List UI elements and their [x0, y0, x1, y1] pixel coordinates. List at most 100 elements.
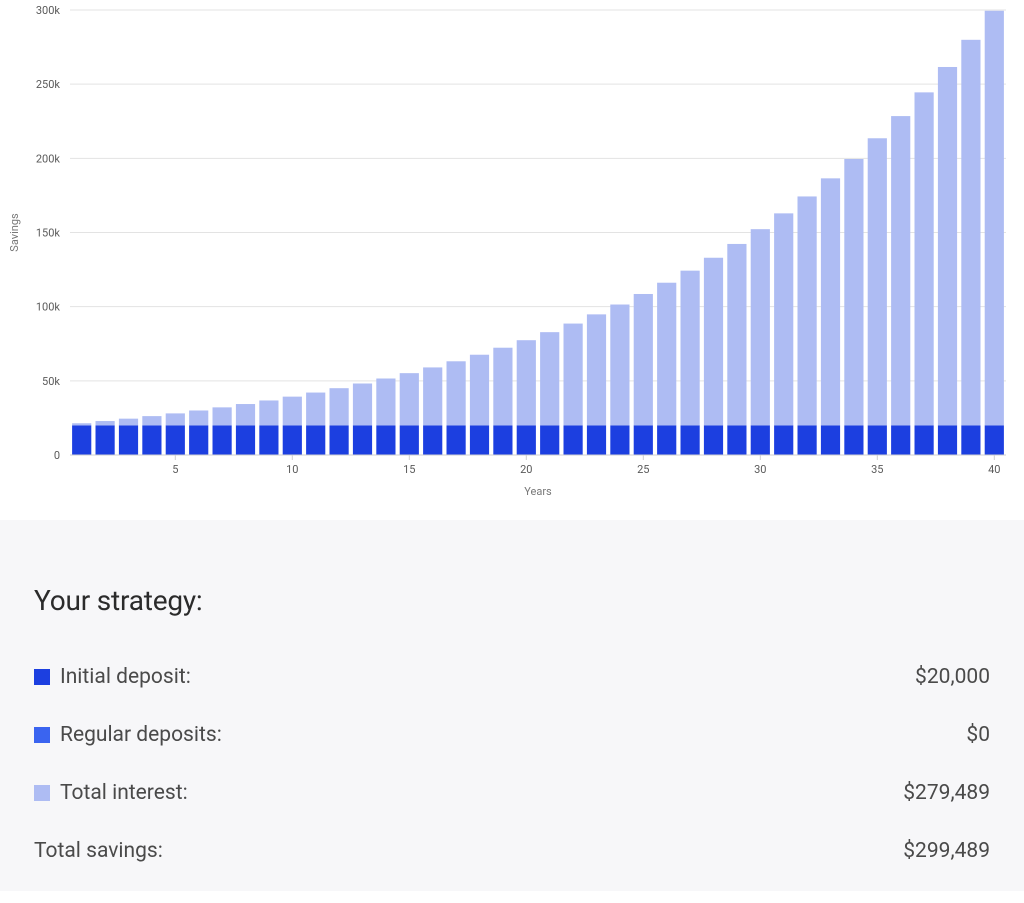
- bar-initial-deposit: [96, 425, 115, 455]
- x-tick-label: 15: [403, 463, 415, 476]
- strategy-row-initial: Initial deposit: $20,000: [34, 665, 990, 689]
- x-axis-title: Years: [524, 485, 552, 498]
- bar-interest: [213, 407, 232, 425]
- bar-interest: [634, 294, 653, 425]
- bar-initial-deposit: [868, 425, 887, 455]
- bar-interest: [985, 11, 1004, 426]
- bar-interest: [470, 355, 489, 426]
- strategy-row-left: Initial deposit:: [34, 665, 191, 689]
- bar-interest: [259, 400, 278, 425]
- y-tick-label: 300k: [36, 4, 61, 17]
- bar-interest: [844, 159, 863, 425]
- bar-initial-deposit: [587, 425, 606, 455]
- bar-interest: [96, 421, 115, 425]
- x-tick-label: 30: [754, 463, 766, 476]
- bar-interest: [283, 397, 302, 426]
- bar-initial-deposit: [517, 425, 536, 455]
- bar-initial-deposit: [564, 425, 583, 455]
- bar-initial-deposit: [306, 425, 325, 455]
- strategy-panel: Your strategy: Initial deposit: $20,000 Re…: [0, 520, 1024, 891]
- bar-initial-deposit: [376, 425, 395, 455]
- strategy-row-regular: Regular deposits: $0: [34, 723, 990, 747]
- bar-initial-deposit: [447, 425, 466, 455]
- bar-initial-deposit: [704, 425, 723, 455]
- bar-initial-deposit: [213, 425, 232, 455]
- bar-interest: [798, 196, 817, 425]
- bar-initial-deposit: [330, 425, 349, 455]
- bar-interest: [517, 340, 536, 425]
- bar-initial-deposit: [821, 425, 840, 455]
- strategy-rows: Initial deposit: $20,000 Regular deposits:…: [34, 665, 990, 863]
- bar-interest: [821, 178, 840, 425]
- y-axis-title: Savings: [8, 213, 21, 252]
- x-tick-label: 40: [988, 463, 1000, 476]
- bar-interest: [353, 384, 372, 426]
- y-tick-label: 0: [54, 449, 60, 462]
- bar-interest: [657, 283, 676, 426]
- bar-initial-deposit: [985, 425, 1004, 455]
- bar-initial-deposit: [470, 425, 489, 455]
- y-tick-label: 200k: [36, 152, 61, 165]
- strategy-label-interest: Total interest:: [60, 781, 188, 805]
- strategy-label-total: Total savings:: [34, 839, 163, 863]
- bar-interest: [166, 413, 185, 425]
- bar-initial-deposit: [236, 425, 255, 455]
- bar-interest: [447, 361, 466, 425]
- bar-initial-deposit: [798, 425, 817, 455]
- bar-initial-deposit: [283, 425, 302, 455]
- bar-initial-deposit: [400, 425, 419, 455]
- bar-interest: [400, 373, 419, 425]
- strategy-label-regular: Regular deposits:: [60, 723, 222, 747]
- bar-interest: [938, 67, 957, 425]
- bar-interest: [189, 410, 208, 425]
- bar-initial-deposit: [727, 425, 746, 455]
- strategy-value-total: $299,489: [903, 839, 990, 863]
- bar-initial-deposit: [915, 425, 934, 455]
- savings-chart-panel: 050k100k150k200k250k300k510152025303540Y…: [0, 0, 1024, 520]
- bar-initial-deposit: [844, 425, 863, 455]
- bar-interest: [72, 423, 91, 425]
- bar-interest: [961, 40, 980, 426]
- strategy-title: Your strategy:: [34, 584, 990, 617]
- bar-initial-deposit: [657, 425, 676, 455]
- x-tick-label: 25: [637, 463, 649, 476]
- bar-interest: [376, 379, 395, 426]
- bar-initial-deposit: [189, 425, 208, 455]
- strategy-value-regular: $0: [966, 723, 990, 747]
- bar-initial-deposit: [119, 425, 138, 455]
- bar-initial-deposit: [961, 425, 980, 455]
- legend-swatch-regular: [34, 727, 50, 743]
- legend-swatch-interest: [34, 785, 50, 801]
- strategy-row-left: Regular deposits:: [34, 723, 222, 747]
- bar-interest: [119, 419, 138, 426]
- bar-interest: [564, 324, 583, 426]
- bar-initial-deposit: [166, 425, 185, 455]
- bar-interest: [142, 416, 161, 425]
- strategy-row-left: Total interest:: [34, 781, 188, 805]
- bar-interest: [306, 393, 325, 426]
- y-tick-label: 50k: [42, 375, 60, 388]
- bar-interest: [915, 92, 934, 425]
- bar-initial-deposit: [259, 425, 278, 455]
- bar-interest: [868, 138, 887, 425]
- bar-interest: [587, 314, 606, 425]
- strategy-row-left: Total savings:: [34, 839, 163, 863]
- bar-interest: [681, 271, 700, 426]
- bar-initial-deposit: [493, 425, 512, 455]
- y-tick-label: 250k: [36, 78, 61, 91]
- bar-interest: [891, 116, 910, 425]
- bar-initial-deposit: [610, 425, 629, 455]
- bar-interest: [330, 388, 349, 425]
- strategy-value-interest: $279,489: [903, 781, 990, 805]
- bar-initial-deposit: [751, 425, 770, 455]
- bar-interest: [493, 348, 512, 426]
- bar-interest: [610, 305, 629, 426]
- bar-interest: [704, 258, 723, 426]
- strategy-value-initial: $20,000: [915, 665, 990, 689]
- x-tick-label: 5: [172, 463, 178, 476]
- bar-initial-deposit: [891, 425, 910, 455]
- legend-swatch-initial: [34, 669, 50, 685]
- bar-interest: [236, 404, 255, 425]
- bar-initial-deposit: [938, 425, 957, 455]
- x-tick-label: 10: [286, 463, 298, 476]
